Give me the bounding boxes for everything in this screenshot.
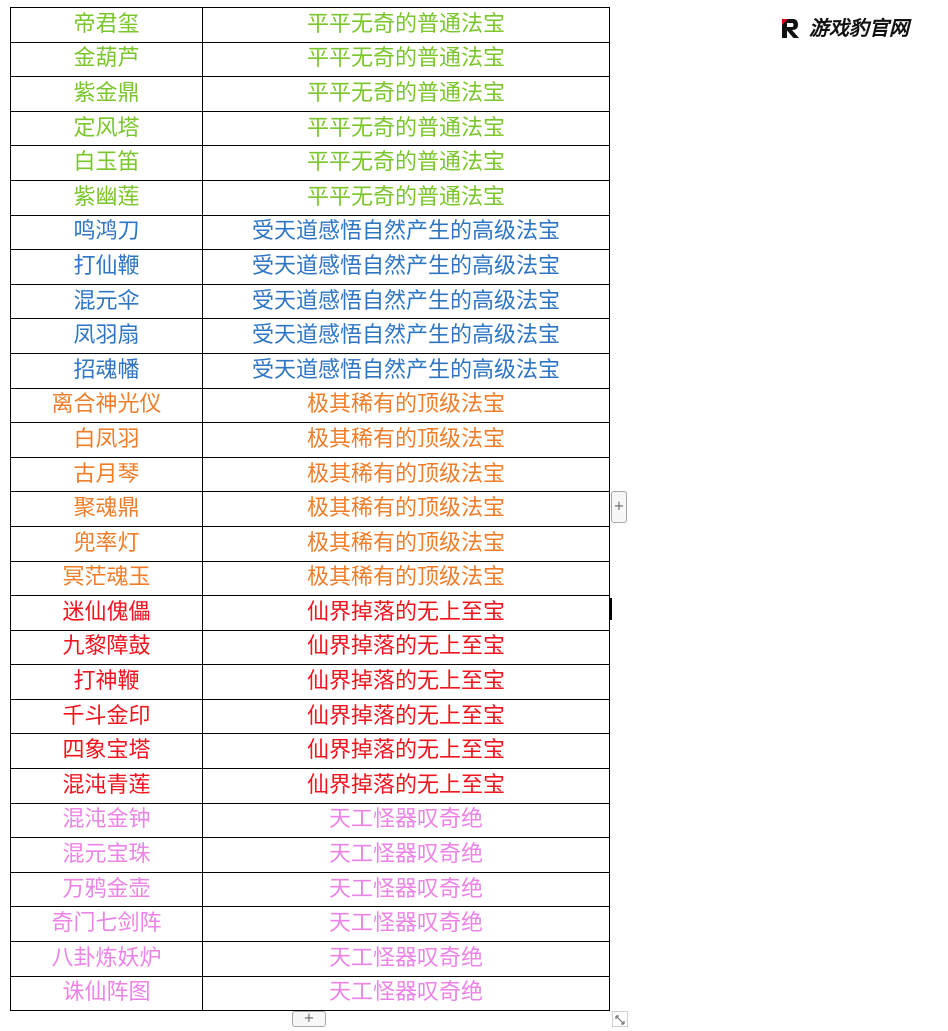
- treasure-grade-cell[interactable]: 平平无奇的普通法宝: [202, 7, 610, 43]
- table-row: 紫幽莲 平平无奇的普通法宝: [10, 179, 610, 216]
- treasure-grade-cell[interactable]: 受天道感悟自然产生的高级法宝: [202, 283, 610, 320]
- add-row-button[interactable]: +: [292, 1011, 326, 1027]
- treasure-name-cell[interactable]: 万鸦金壶: [10, 871, 203, 908]
- table-row: 定风塔 平平无奇的普通法宝: [10, 110, 610, 147]
- treasure-name-cell[interactable]: 古月琴: [10, 456, 203, 493]
- treasure-grade-cell[interactable]: 极其稀有的顶级法宝: [202, 387, 610, 424]
- treasure-grade-cell[interactable]: 平平无奇的普通法宝: [202, 41, 610, 78]
- treasure-grade-cell[interactable]: 受天道感悟自然产生的高级法宝: [202, 249, 610, 285]
- table-row: 八卦炼妖炉 天工怪器叹奇绝: [10, 941, 610, 977]
- treasure-grade-cell[interactable]: 天工怪器叹奇绝: [202, 906, 610, 943]
- treasure-grade-cell[interactable]: 仙界掉落的无上至宝: [202, 629, 610, 666]
- treasure-grade-cell[interactable]: 仙界掉落的无上至宝: [202, 733, 610, 770]
- treasure-grade-cell[interactable]: 受天道感悟自然产生的高级法宝: [202, 352, 610, 389]
- treasure-name-cell[interactable]: 冥茫魂玉: [10, 560, 203, 597]
- treasure-name-cell[interactable]: 混元宝珠: [10, 837, 203, 873]
- table-row: 离合神光仪 极其稀有的顶级法宝: [10, 387, 610, 424]
- table-row: 古月琴 极其稀有的顶级法宝: [10, 456, 610, 493]
- treasure-grade-cell[interactable]: 仙界掉落的无上至宝: [202, 664, 610, 700]
- watermark-logo-icon: [782, 19, 799, 38]
- table-row: 鸣鸿刀 受天道感悟自然产生的高级法宝: [10, 214, 610, 251]
- treasure-name-cell[interactable]: 聚魂鼎: [10, 491, 203, 527]
- treasure-grade-cell[interactable]: 极其稀有的顶级法宝: [202, 491, 610, 527]
- table-row: 混沌金钟 天工怪器叹奇绝: [10, 802, 610, 839]
- treasure-name-cell[interactable]: 混沌金钟: [10, 802, 203, 839]
- treasure-grade-cell[interactable]: 极其稀有的顶级法宝: [202, 525, 610, 562]
- treasure-grade-cell[interactable]: 天工怪器叹奇绝: [202, 871, 610, 908]
- treasure-name-cell[interactable]: 迷仙傀儡: [10, 595, 203, 631]
- treasure-name-cell[interactable]: 混沌青莲: [10, 768, 203, 804]
- treasure-grade-cell[interactable]: 受天道感悟自然产生的高级法宝: [202, 214, 610, 251]
- treasure-name-cell[interactable]: 金葫芦: [10, 41, 203, 78]
- treasure-name-cell[interactable]: 打神鞭: [10, 664, 203, 700]
- treasure-grade-cell[interactable]: 仙界掉落的无上至宝: [202, 595, 610, 631]
- treasure-grade-cell[interactable]: 受天道感悟自然产生的高级法宝: [202, 318, 610, 354]
- table-row: 混元宝珠 天工怪器叹奇绝: [10, 837, 610, 873]
- table-row: 万鸦金壶 天工怪器叹奇绝: [10, 871, 610, 908]
- table-row: 打神鞭 仙界掉落的无上至宝: [10, 664, 610, 700]
- table-row: 奇门七剑阵 天工怪器叹奇绝: [10, 906, 610, 943]
- treasure-name-cell[interactable]: 白凤羽: [10, 422, 203, 458]
- treasure-grade-cell[interactable]: 仙界掉落的无上至宝: [202, 768, 610, 804]
- table-row: 冥茫魂玉 极其稀有的顶级法宝: [10, 560, 610, 597]
- table-resize-handle[interactable]: [612, 1011, 628, 1027]
- watermark-text: 游戏豹官网: [809, 16, 909, 40]
- table-row: 兜率灯 极其稀有的顶级法宝: [10, 525, 610, 562]
- table-row: 白玉笛 平平无奇的普通法宝: [10, 145, 610, 181]
- treasure-grade-cell[interactable]: 平平无奇的普通法宝: [202, 179, 610, 216]
- treasure-name-cell[interactable]: 招魂幡: [10, 352, 203, 389]
- treasure-grade-cell[interactable]: 天工怪器叹奇绝: [202, 802, 610, 839]
- treasure-grade-cell[interactable]: 天工怪器叹奇绝: [202, 837, 610, 873]
- table-row: 金葫芦 平平无奇的普通法宝: [10, 41, 610, 78]
- treasure-grade-cell[interactable]: 极其稀有的顶级法宝: [202, 456, 610, 493]
- treasure-name-cell[interactable]: 鸣鸿刀: [10, 214, 203, 251]
- treasure-name-cell[interactable]: 打仙鞭: [10, 249, 203, 285]
- treasure-grade-cell[interactable]: 平平无奇的普通法宝: [202, 110, 610, 147]
- table-row: 混元伞 受天道感悟自然产生的高级法宝: [10, 283, 610, 320]
- table-row: 诛仙阵图 天工怪器叹奇绝: [10, 975, 610, 1012]
- treasure-grade-cell[interactable]: 极其稀有的顶级法宝: [202, 422, 610, 458]
- table-row: 白凤羽 极其稀有的顶级法宝: [10, 422, 610, 458]
- treasure-grade-cell[interactable]: 天工怪器叹奇绝: [202, 975, 610, 1012]
- treasure-grade-cell[interactable]: 平平无奇的普通法宝: [202, 145, 610, 181]
- treasure-name-cell[interactable]: 帝君玺: [10, 7, 203, 43]
- watermark: 游戏豹官网: [779, 14, 909, 42]
- treasure-name-cell[interactable]: 诛仙阵图: [10, 975, 203, 1012]
- table-row: 千斗金印 仙界掉落的无上至宝: [10, 698, 610, 735]
- treasure-grade-cell[interactable]: 天工怪器叹奇绝: [202, 941, 610, 977]
- treasure-name-cell[interactable]: 定风塔: [10, 110, 203, 147]
- treasure-name-cell[interactable]: 白玉笛: [10, 145, 203, 181]
- treasure-name-cell[interactable]: 奇门七剑阵: [10, 906, 203, 943]
- treasure-name-cell[interactable]: 凤羽扇: [10, 318, 203, 354]
- treasure-name-cell[interactable]: 九黎障鼓: [10, 629, 203, 666]
- add-column-button[interactable]: +: [611, 491, 627, 523]
- table-row: 招魂幡 受天道感悟自然产生的高级法宝: [10, 352, 610, 389]
- treasure-grade-cell[interactable]: 极其稀有的顶级法宝: [202, 560, 610, 597]
- table-row: 紫金鼎 平平无奇的普通法宝: [10, 76, 610, 112]
- table-row: 四象宝塔 仙界掉落的无上至宝: [10, 733, 610, 770]
- treasure-table: 帝君玺 平平无奇的普通法宝 金葫芦 平平无奇的普通法宝 紫金鼎 平平无奇的普通法宝 定风塔平…: [10, 7, 610, 1012]
- table-row: 凤羽扇 受天道感悟自然产生的高级法宝: [10, 318, 610, 354]
- plus-icon: +: [613, 499, 625, 514]
- treasure-grade-cell[interactable]: 平平无奇的普通法宝: [202, 76, 610, 112]
- table-row: 迷仙傀儡 仙界掉落的无上至宝: [10, 595, 610, 631]
- treasure-name-cell[interactable]: 千斗金印: [10, 698, 203, 735]
- table-row: 打仙鞭 受天道感悟自然产生的高级法宝: [10, 249, 610, 285]
- table-row: 混沌青莲 仙界掉落的无上至宝: [10, 768, 610, 804]
- treasure-name-cell[interactable]: 八卦炼妖炉: [10, 941, 203, 977]
- treasure-grade-cell[interactable]: 仙界掉落的无上至宝: [202, 698, 610, 735]
- table-row: 九黎障鼓 仙界掉落的无上至宝: [10, 629, 610, 666]
- table-row: 聚魂鼎 极其稀有的顶级法宝: [10, 491, 610, 527]
- treasure-name-cell[interactable]: 兜率灯: [10, 525, 203, 562]
- treasure-name-cell[interactable]: 离合神光仪: [10, 387, 203, 424]
- table-row: 帝君玺 平平无奇的普通法宝: [10, 7, 610, 43]
- text-cursor: [610, 598, 612, 620]
- treasure-name-cell[interactable]: 四象宝塔: [10, 733, 203, 770]
- plus-icon: +: [303, 1011, 315, 1026]
- resize-icon: [615, 1015, 625, 1025]
- treasure-name-cell[interactable]: 紫金鼎: [10, 76, 203, 112]
- treasure-name-cell[interactable]: 混元伞: [10, 283, 203, 320]
- table-body: 帝君玺 平平无奇的普通法宝 金葫芦 平平无奇的普通法宝 紫金鼎 平平无奇的普通法宝 定风塔平…: [10, 7, 610, 1012]
- treasure-name-cell[interactable]: 紫幽莲: [10, 179, 203, 216]
